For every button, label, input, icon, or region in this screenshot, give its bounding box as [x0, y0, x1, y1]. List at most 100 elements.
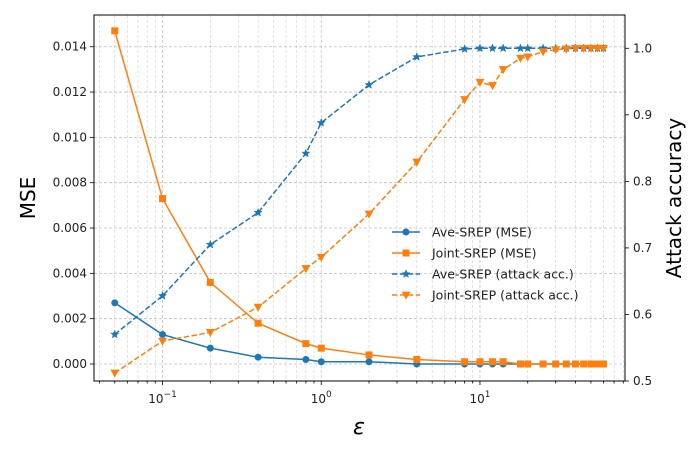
series-line [114, 47, 604, 336]
data-point [571, 44, 580, 53]
series-3 [110, 44, 608, 378]
y-axis-label: MSE [16, 177, 40, 220]
series-line [114, 47, 604, 374]
y-tick-label: 0.008 [53, 176, 87, 190]
data-point [365, 358, 373, 366]
legend-label: Joint-SREP (attack acc.) [431, 288, 579, 303]
data-point [587, 360, 595, 368]
data-point [516, 54, 525, 63]
data-point [206, 344, 214, 352]
legend-item: Joint-SREP (MSE) [392, 246, 537, 261]
data-point [593, 44, 602, 53]
y-tick-label: 0.006 [53, 221, 87, 235]
data-point [488, 82, 497, 91]
data-point [157, 290, 168, 300]
legend-label: Ave-SREP (attack acc.) [432, 267, 574, 282]
data-point [316, 253, 326, 262]
data-point [205, 239, 215, 249]
data-point [538, 48, 548, 57]
data-point [498, 66, 508, 75]
series-1 [111, 27, 607, 368]
data-point [460, 96, 470, 105]
data-point [599, 44, 608, 53]
y2-axis-label: Attack accuracy [662, 118, 686, 279]
legend-item: Ave-SREP (attack acc.) [392, 267, 574, 282]
data-point [562, 360, 570, 368]
series-0 [111, 299, 607, 368]
y2-tick-label: 0.8 [633, 174, 652, 188]
data-point [158, 337, 167, 346]
y2-tick-label: 0.7 [633, 241, 652, 255]
legend: Ave-SREP (MSE) Joint-SREP (MSE) Ave-SREP (… [392, 225, 579, 303]
data-point [475, 43, 485, 53]
data-point [365, 351, 373, 359]
legend-item: Ave-SREP (MSE) [392, 225, 532, 240]
data-point [110, 369, 120, 378]
data-point [599, 360, 607, 368]
data-point [476, 358, 484, 366]
data-point [316, 117, 326, 127]
data-point [159, 195, 167, 203]
data-point [206, 278, 214, 286]
y-tick-label: 0.004 [53, 266, 87, 280]
data-point [317, 358, 325, 366]
data-point [523, 53, 533, 62]
data-point [461, 358, 469, 366]
y2-tick-label: 0.6 [633, 307, 652, 321]
data-point [539, 360, 547, 368]
data-point [489, 358, 497, 366]
data-point [552, 360, 560, 368]
data-point [572, 360, 580, 368]
data-point [459, 44, 470, 53]
legend-marker [401, 269, 411, 278]
data-point [412, 158, 422, 167]
y2-tick-label: 0.9 [633, 108, 652, 122]
data-point [516, 360, 524, 368]
legend-marker [402, 228, 410, 236]
data-point [579, 44, 589, 53]
legend-label: Ave-SREP (MSE) [432, 225, 532, 240]
data-point [364, 79, 374, 89]
data-point [523, 43, 533, 53]
x-tick-label: 10−1 [148, 390, 177, 406]
plot-frame [93, 14, 626, 382]
data-point [593, 360, 601, 368]
y2-tick-label: 1.0 [633, 41, 652, 55]
data-point [413, 355, 421, 363]
grid-layer [94, 15, 625, 381]
data-point [364, 210, 374, 219]
data-point [111, 27, 119, 35]
data-point [475, 78, 485, 87]
data-point [254, 353, 262, 361]
y2-tick-label: 0.5 [633, 374, 652, 388]
data-point [524, 360, 532, 368]
legend-marker [401, 291, 411, 300]
series-layer [110, 27, 609, 378]
data-point [487, 43, 498, 53]
data-point [586, 44, 596, 53]
x-tick-label: 100 [311, 390, 332, 406]
y-tick-label: 0.014 [53, 40, 87, 54]
legend-item: Joint-SREP (attack acc.) [392, 288, 579, 303]
legend-marker [402, 249, 410, 257]
data-point [254, 319, 262, 327]
data-point [111, 299, 119, 307]
data-point [110, 329, 120, 339]
x-tick-label: 101 [469, 390, 490, 406]
data-point [205, 329, 215, 338]
y-tick-label: 0.012 [53, 85, 87, 99]
data-point [253, 303, 263, 312]
series-line [114, 30, 604, 365]
data-point [253, 207, 263, 217]
ticks-layer: 0.000 0.002 0.004 0.006 0.008 0.010 0.012 0.014… [53, 40, 652, 406]
data-point [301, 148, 311, 158]
data-point [159, 331, 167, 339]
data-point [498, 43, 508, 53]
y-tick-label: 0.002 [53, 312, 87, 326]
data-point [301, 265, 311, 274]
x-axis-label: ε [353, 415, 365, 440]
series-line [114, 302, 604, 365]
y-tick-label: 0.010 [53, 130, 87, 144]
legend-label: Joint-SREP (MSE) [431, 246, 537, 261]
